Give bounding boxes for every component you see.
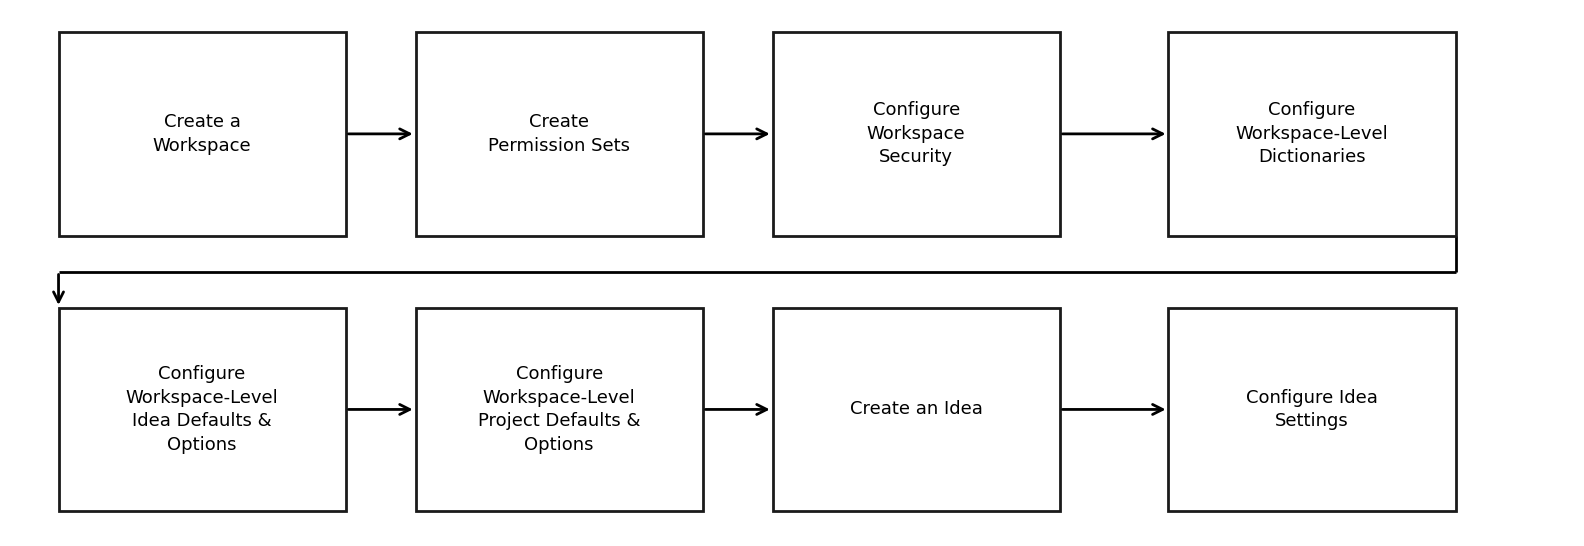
FancyBboxPatch shape	[773, 308, 1060, 511]
FancyBboxPatch shape	[59, 32, 345, 235]
Text: Configure Idea
Settings: Configure Idea Settings	[1247, 389, 1378, 430]
FancyBboxPatch shape	[415, 308, 703, 511]
FancyBboxPatch shape	[415, 32, 703, 235]
Text: Configure
Workspace
Security: Configure Workspace Security	[866, 101, 966, 167]
FancyBboxPatch shape	[59, 308, 345, 511]
Text: Create an Idea: Create an Idea	[849, 400, 982, 418]
Text: Configure
Workspace-Level
Idea Defaults &
Options: Configure Workspace-Level Idea Defaults …	[125, 365, 279, 454]
FancyBboxPatch shape	[1169, 32, 1456, 235]
Text: Create
Permission Sets: Create Permission Sets	[488, 113, 630, 155]
FancyBboxPatch shape	[1169, 308, 1456, 511]
Text: Configure
Workspace-Level
Dictionaries: Configure Workspace-Level Dictionaries	[1236, 101, 1389, 167]
Text: Create a
Workspace: Create a Workspace	[152, 113, 252, 155]
Text: Configure
Workspace-Level
Project Defaults &
Options: Configure Workspace-Level Project Defaul…	[478, 365, 640, 454]
FancyBboxPatch shape	[773, 32, 1060, 235]
